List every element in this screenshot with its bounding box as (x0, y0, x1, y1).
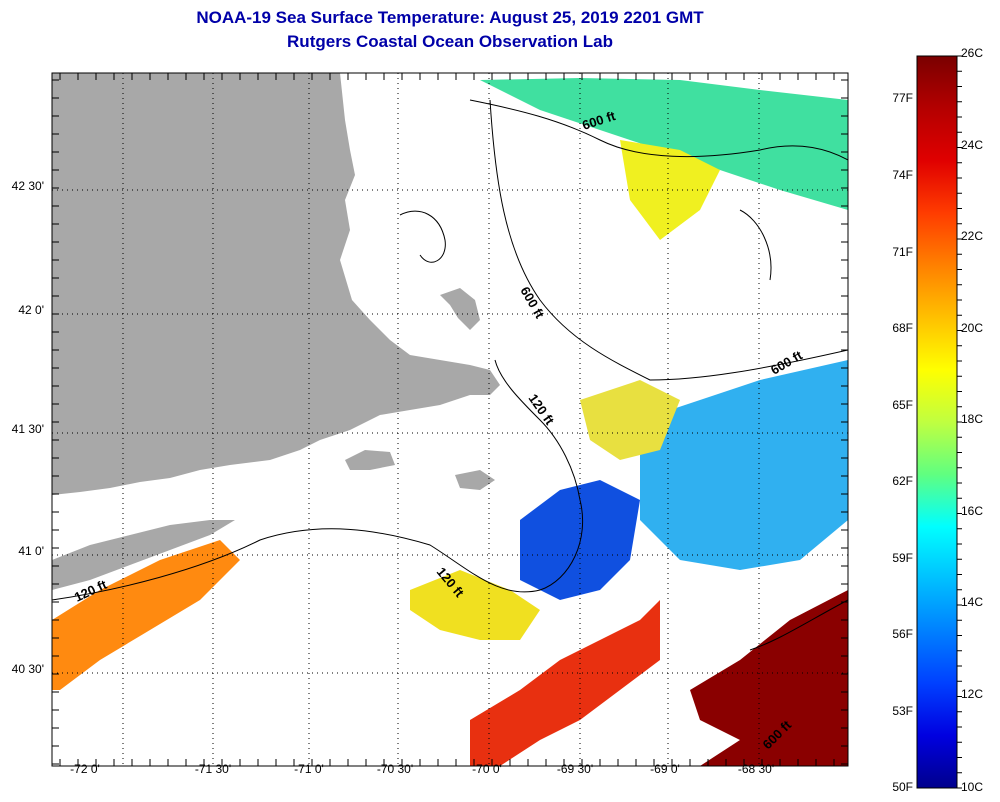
contour-600ft-basin (489, 99, 848, 381)
colorbar-fahrenheit-68: 68F (892, 321, 913, 335)
lon-label-2: -71 30' (195, 762, 231, 776)
lon-label-8: -68 30' (738, 762, 774, 776)
sst-blue-core (520, 480, 640, 600)
colorbar-fahrenheit-74: 74F (892, 168, 913, 182)
colorbar-celsius-24: 24C (961, 138, 983, 152)
colorbar-fahrenheit-77: 77F (892, 91, 913, 105)
colorbar-celsius-26: 26C (961, 46, 983, 60)
contour-120ft-shelf (52, 359, 584, 601)
colorbar-fahrenheit-56: 56F (892, 627, 913, 641)
colorbar-fahrenheit-53: 53F (892, 704, 913, 718)
colorbar-fahrenheit-50: 50F (892, 780, 913, 794)
colorbar-celsius-16: 16C (961, 504, 983, 518)
sst-orange-southwest (52, 540, 240, 690)
colorbar-ticks (957, 55, 962, 789)
lat-label-5: 40 30' (12, 662, 44, 676)
colorbar-celsius-22: 22C (961, 229, 983, 243)
colorbar-celsius-20: 20C (961, 321, 983, 335)
colorbar-fahrenheit-59: 59F (892, 551, 913, 565)
colorbar-celsius-12: 12C (961, 687, 983, 701)
colorbar-celsius-10: 10C (961, 780, 983, 794)
colorbar-celsius-14: 14C (961, 595, 983, 609)
colorbar-fahrenheit-71: 71F (892, 245, 913, 259)
land-marthas-vineyard (345, 450, 395, 470)
lon-label-3: -71 0' (294, 762, 324, 776)
lat-label-4: 41 0' (18, 544, 44, 558)
colorbar-gradient (916, 55, 958, 789)
lon-label-7: -69 0' (650, 762, 680, 776)
lon-label-4: -70 30' (377, 762, 413, 776)
graticule (52, 73, 848, 766)
sst-darkred-region (690, 590, 848, 766)
colorbar-fahrenheit-62: 62F (892, 474, 913, 488)
contour-browns-bank (739, 209, 772, 281)
sst-red-warm-region (470, 600, 660, 766)
colorbar-celsius-18: 18C (961, 412, 983, 426)
sst-cyan-region (640, 360, 848, 570)
map-ticks (52, 73, 848, 766)
map-frame (51, 72, 849, 767)
contour-600ft-gulf (469, 99, 848, 161)
land-long-island (52, 520, 235, 590)
lat-label-1: 42 30' (12, 179, 44, 193)
contour-georges-bank (749, 599, 848, 651)
lat-label-3: 41 30' (12, 422, 44, 436)
land-nantucket (455, 470, 495, 490)
lon-label-5: -70 0' (472, 762, 502, 776)
sst-green-north (480, 78, 848, 210)
map-subtitle: Rutgers Coastal Ocean Observation Lab (287, 32, 613, 51)
contour-jeffreys-ledge (399, 210, 446, 263)
sst-yellow-shelf (410, 570, 540, 640)
sst-yellow-north (620, 140, 720, 240)
land-mainland (52, 73, 500, 495)
map-title: NOAA-19 Sea Surface Temperature: August … (196, 8, 704, 27)
lon-label-6: -69 30' (557, 762, 593, 776)
lon-label-1: -72 0' (70, 762, 100, 776)
lat-label-2: 42 0' (18, 303, 44, 317)
land-cape-cod (440, 288, 480, 330)
colorbar-fahrenheit-65: 65F (892, 398, 913, 412)
sst-yellow-shoals (580, 380, 680, 460)
